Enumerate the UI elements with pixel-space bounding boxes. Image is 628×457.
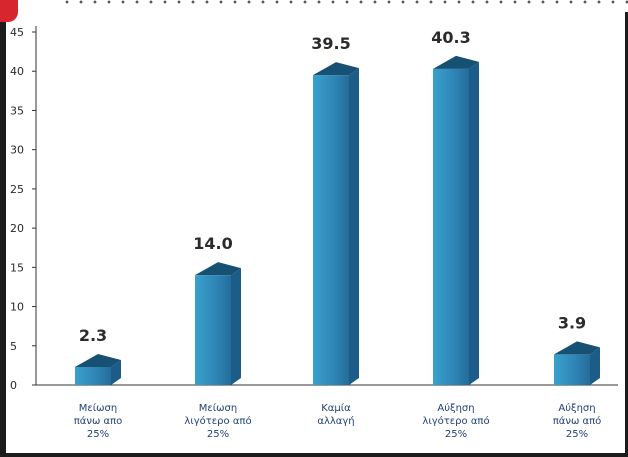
bar-front	[554, 354, 590, 385]
y-tick-label: 35	[10, 104, 24, 117]
header-strip	[0, 0, 628, 12]
bar-top	[554, 341, 600, 355]
y-tick-label: 30	[10, 144, 24, 157]
x-category-label: Αύξηση πάνω από 25%	[553, 402, 601, 440]
x-category-label-line: 25%	[445, 429, 467, 440]
bar-front	[195, 275, 231, 385]
bar	[195, 262, 241, 385]
bar	[313, 62, 359, 386]
x-category-label-line: 25%	[566, 429, 588, 440]
bar-side	[349, 68, 359, 386]
chart-axes: 0 5 10 15 20 25 30 35 40 45	[10, 26, 618, 392]
x-category-label-line: 25%	[207, 429, 229, 440]
bar-value-label: 14.0	[193, 234, 232, 253]
bar-front	[313, 75, 349, 386]
x-category-label: Καμία αλλαγή	[317, 402, 354, 427]
bar-value-label: 39.5	[311, 34, 350, 53]
x-category-label-line: 25%	[87, 429, 109, 440]
y-tick-label: 45	[10, 26, 24, 39]
y-tick-label: 25	[10, 183, 24, 196]
y-tick-label: 20	[10, 222, 24, 235]
bar	[433, 55, 479, 385]
bar-value-label: 40.3	[431, 28, 470, 47]
bar-side	[590, 347, 600, 385]
y-tick-label: 15	[10, 261, 24, 274]
bar	[75, 353, 121, 385]
x-category-label-line: Μείωση	[199, 402, 237, 414]
bar-side	[469, 61, 479, 385]
bar-top	[433, 55, 479, 69]
bar	[554, 341, 600, 385]
x-category-label: Μείωση λιγότερο από 25%	[184, 402, 251, 440]
bar-top	[75, 353, 121, 367]
bar-top	[195, 262, 241, 276]
y-tick-label: 0	[10, 379, 17, 392]
bar-front	[433, 68, 469, 385]
y-tick-label: 10	[10, 301, 24, 314]
x-category-label-line: αλλαγή	[317, 415, 354, 427]
corner-badge	[0, 0, 18, 22]
x-category-label-line: πάνω απο	[74, 415, 122, 427]
header-decoration	[60, 0, 628, 4]
x-category-label-line: Καμία	[321, 402, 351, 414]
bar-side	[111, 359, 121, 385]
x-category-label-line: Μείωση	[79, 402, 117, 414]
bar-value-label: 3.9	[558, 313, 586, 332]
x-category-label: Αύξηση λιγότερο από 25%	[422, 402, 489, 440]
bar-front	[75, 366, 111, 385]
bar-side	[231, 268, 241, 385]
chart-bars	[75, 55, 600, 386]
x-category-label-line: Αύξηση	[437, 402, 474, 414]
y-tick-label: 40	[10, 65, 24, 78]
x-category-label-line: Αύξηση	[558, 402, 595, 414]
x-category-label-line: λιγότερο από	[184, 415, 251, 427]
x-category-label-line: λιγότερο από	[422, 415, 489, 427]
x-category-label-line: πάνω από	[553, 415, 601, 427]
bar-top	[313, 62, 359, 76]
y-tick-label: 5	[10, 340, 17, 353]
x-category-label: Μείωση πάνω απο 25%	[74, 402, 122, 440]
bar-value-label: 2.3	[79, 326, 107, 345]
